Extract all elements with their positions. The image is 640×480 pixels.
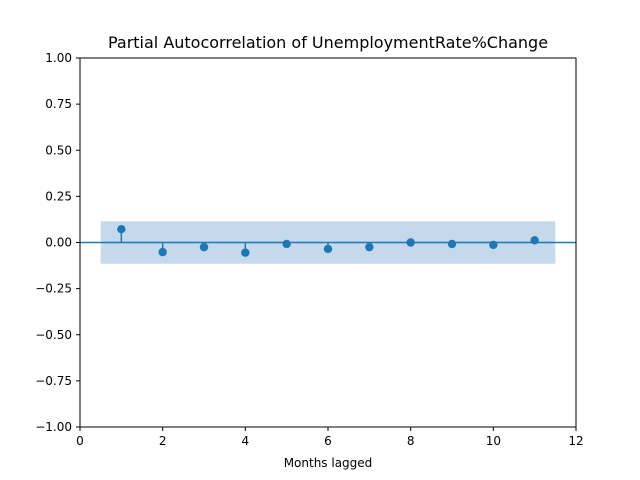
pacf-point (117, 225, 126, 234)
plot-area (79, 57, 577, 428)
x-tick-label: 2 (159, 434, 167, 448)
y-tick-label: 0.00 (45, 236, 72, 250)
y-tick-label: 0.50 (45, 143, 72, 157)
pacf-point (199, 242, 209, 252)
pacf-point (365, 242, 374, 252)
pacf-point (323, 244, 333, 254)
pacf-point (489, 240, 498, 250)
y-axis-ticks: −1.00 −0.75 −0.50 −0.25 0.00 0.25 0.50 0.75 1.00 (35, 51, 80, 434)
x-axis-ticks: 0 2 4 6 8 10 12 (76, 427, 584, 448)
y-tick-label: −0.25 (35, 282, 72, 296)
y-tick-label: −0.50 (35, 328, 72, 342)
pacf-point (241, 248, 250, 257)
pacf-point (406, 238, 415, 247)
x-tick-label: 0 (76, 434, 84, 448)
pacf-point (158, 247, 167, 257)
pacf-point (530, 236, 539, 245)
x-axis-label: Months lagged (284, 456, 373, 470)
x-tick-label: 12 (568, 434, 583, 448)
y-tick-label: 0.75 (45, 97, 72, 111)
x-tick-label: 8 (407, 434, 415, 448)
y-tick-label: 1.00 (45, 51, 72, 65)
pacf-point (282, 239, 291, 249)
x-tick-label: 6 (324, 434, 332, 448)
x-tick-label: 4 (242, 434, 250, 448)
x-tick-label: 10 (486, 434, 501, 448)
y-tick-label: −1.00 (35, 420, 72, 434)
y-tick-label: 0.25 (45, 189, 72, 203)
chart-title: Partial Autocorrelation of UnemploymentR… (108, 33, 548, 52)
y-tick-label: −0.75 (35, 374, 72, 388)
pacf-point (447, 239, 457, 249)
